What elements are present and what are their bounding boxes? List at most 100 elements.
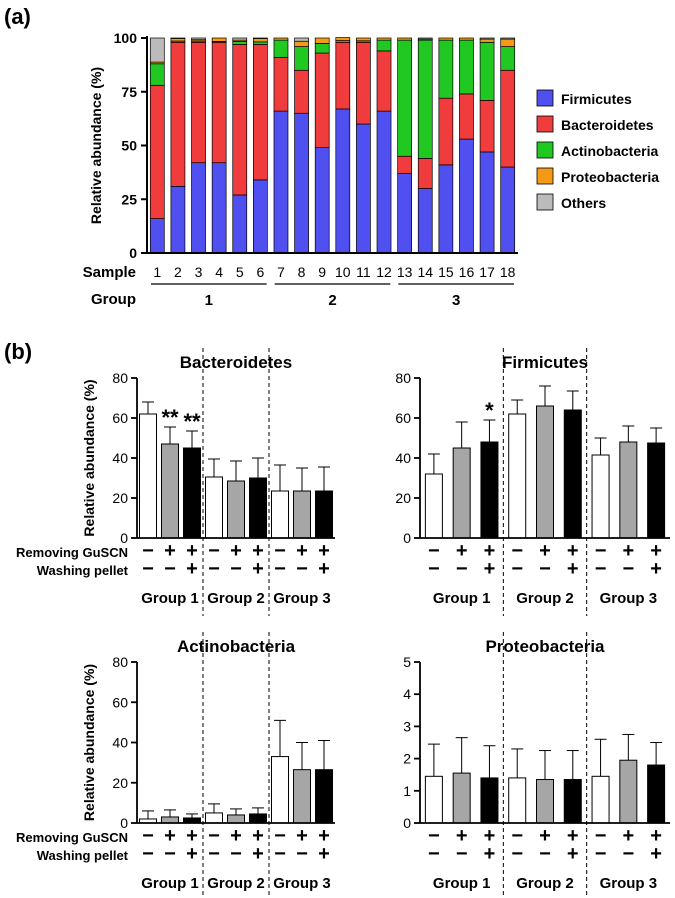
washing-pellet-sign: + <box>567 558 579 580</box>
group-label: Group 2 <box>207 875 265 892</box>
bar <box>424 775 443 824</box>
removing-guscn-sign: + <box>318 825 330 847</box>
bar-segment-actinobacteria <box>294 46 309 71</box>
bar-segment-actinobacteria <box>417 39 433 159</box>
y-tick-label: 4 <box>403 686 411 702</box>
bar <box>647 764 666 824</box>
bar-segment-bacteroidetes <box>232 44 248 196</box>
bar <box>183 447 201 539</box>
y-tick-label: 80 <box>395 370 411 386</box>
group-label: Group 3 <box>273 875 331 892</box>
bar-segment-proteobacteria <box>459 37 474 41</box>
washing-pellet-sign: − <box>456 558 468 580</box>
y-axis-title: Relative abundance (%) <box>81 379 97 536</box>
removing-guscn-sign: + <box>252 540 264 562</box>
bar-segment-bacteroidetes <box>376 50 392 112</box>
bar-segment-firmicutes <box>273 110 289 254</box>
washing-pellet-sign: + <box>484 558 496 580</box>
group-label: Group 1 <box>433 590 491 607</box>
stacked-bar-chart: 1 2 3 4 5 6 7 8 9 10 11 12 13 14 15 16 17 180255075100Rel… <box>83 30 660 309</box>
bar <box>293 769 311 824</box>
removing-guscn-sign: + <box>230 825 242 847</box>
group-label: 2 <box>328 292 336 309</box>
significance-mark: ** <box>183 409 201 434</box>
bar-segment-proteobacteria <box>273 37 289 41</box>
sample-label: 15 <box>438 264 454 280</box>
bar-segment-firmicutes <box>397 173 412 254</box>
bar <box>508 777 527 824</box>
washing-pellet-sign: + <box>567 843 579 865</box>
bar-segment-firmicutes <box>376 110 392 254</box>
firmicutes-chart: Firmicutes−−+−*++−−+−++−−+−++020406080Gr… <box>395 348 670 616</box>
bar <box>480 777 499 824</box>
bar-segment-proteobacteria <box>479 38 495 43</box>
bar <box>424 473 443 539</box>
washing-pellet-sign: − <box>142 558 154 580</box>
sample-label: 14 <box>417 264 433 280</box>
removing-guscn-sign: + <box>186 540 198 562</box>
removing-guscn-sign: + <box>567 540 579 562</box>
bar-segment-firmicutes <box>459 138 474 254</box>
bar-segment-actinobacteria <box>253 41 268 45</box>
sample-label: 3 <box>195 264 203 280</box>
bar-segment-bacteroidetes <box>397 155 412 174</box>
removing-guscn-sign: + <box>318 540 330 562</box>
removing-guscn-sign: + <box>622 540 634 562</box>
y-tick-label: 60 <box>395 410 411 426</box>
bar <box>536 779 554 824</box>
bar-segment-firmicutes <box>314 147 330 254</box>
legend-label: Firmicutes <box>561 91 632 107</box>
group-label: Group 2 <box>516 875 574 892</box>
washing-pellet-sign: − <box>595 558 607 580</box>
bar <box>205 476 223 539</box>
group-row-label: Group <box>91 291 136 308</box>
sample-label: 12 <box>376 264 392 280</box>
removing-guscn-sign: + <box>484 540 496 562</box>
y-tick-label: 0 <box>403 815 411 831</box>
group-label: 3 <box>452 292 460 309</box>
group-label: Group 2 <box>516 590 574 607</box>
bar <box>249 477 267 539</box>
bar <box>563 409 582 539</box>
bar-segment-proteobacteria <box>500 38 516 47</box>
washing-pellet-label: Washing pellet <box>37 848 129 863</box>
proteobacteria-chart: Proteobacteria−−+−++−−+−++−−+−++012345Gr… <box>403 632 670 898</box>
bar <box>591 775 610 824</box>
washing-pellet-sign: − <box>428 558 440 580</box>
bar <box>619 441 638 539</box>
bar-segment-actinobacteria <box>500 46 516 71</box>
legend-swatch-bacteroidetes <box>536 115 554 133</box>
removing-guscn-sign: − <box>511 540 523 562</box>
sample-label: 11 <box>356 264 371 280</box>
y-tick-label: 100 <box>114 30 138 46</box>
bar-segment-proteobacteria <box>397 37 412 41</box>
washing-pellet-sign: − <box>511 843 523 865</box>
bar-segment-others <box>417 37 433 40</box>
bar-segment-actinobacteria <box>459 39 474 95</box>
removing-guscn-sign: + <box>650 825 662 847</box>
washing-pellet-sign: + <box>186 558 198 580</box>
bar-segment-bacteroidetes <box>438 97 454 166</box>
bar-segment-bacteroidetes <box>149 84 165 219</box>
sample-label: 13 <box>397 264 413 280</box>
bar-segment-proteobacteria <box>253 38 268 43</box>
bar-segment-firmicutes <box>500 166 516 254</box>
bar-segment-others <box>500 37 516 40</box>
y-tick-label: 0 <box>120 815 128 831</box>
legend-label: Actinobacteria <box>561 143 658 159</box>
bar-segment-actinobacteria <box>479 41 495 101</box>
bar <box>161 816 179 824</box>
bar-segment-others <box>232 37 248 41</box>
legend-swatch-actinobacteria <box>536 141 554 159</box>
bar-segment-bacteroidetes <box>356 41 371 125</box>
bar-segment-firmicutes <box>479 151 495 254</box>
washing-pellet-sign: − <box>539 558 551 580</box>
bar <box>315 490 333 539</box>
sample-label: 17 <box>479 264 495 280</box>
removing-guscn-sign: + <box>164 825 176 847</box>
legend-swatch-others <box>536 193 554 211</box>
y-tick-label: 1 <box>403 783 411 799</box>
bar-segment-proteobacteria <box>314 37 330 44</box>
bar <box>271 490 289 539</box>
washing-pellet-sign: − <box>230 558 242 580</box>
